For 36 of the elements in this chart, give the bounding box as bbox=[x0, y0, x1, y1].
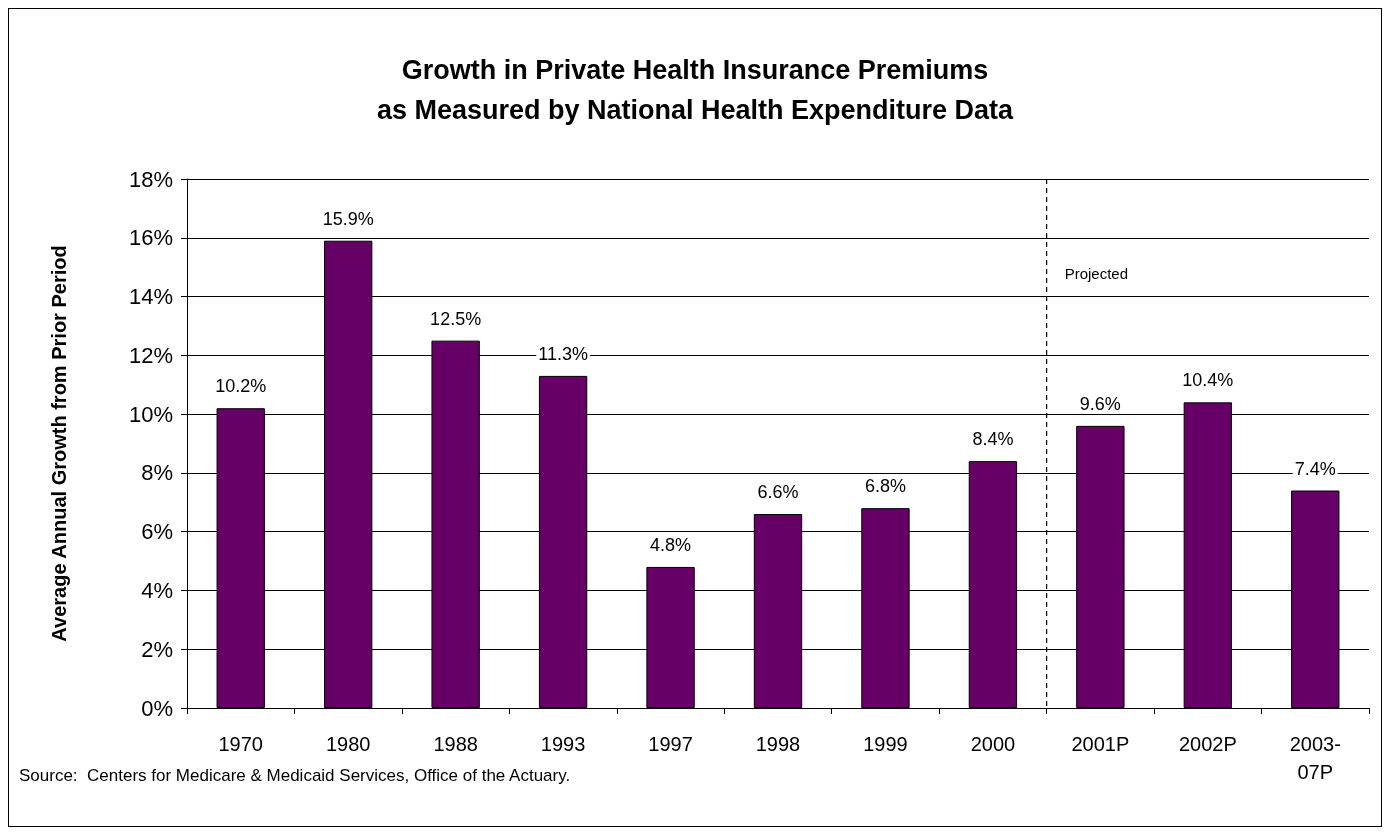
y-tick-label: 4% bbox=[141, 577, 173, 603]
data-label: 11.3% bbox=[538, 343, 588, 364]
x-tick-label: 1970 bbox=[218, 733, 263, 755]
data-label: 4.8% bbox=[650, 534, 692, 555]
x-tick-label: 1999 bbox=[863, 733, 908, 755]
x-tick-label: 2003-07P bbox=[1289, 733, 1341, 783]
data-label: 10.2% bbox=[215, 376, 267, 397]
data-label: 15.9% bbox=[322, 208, 374, 229]
data-label: 6.6% bbox=[757, 482, 799, 503]
x-tick-label: 1998 bbox=[755, 733, 801, 755]
x-tick-label: 2001P bbox=[1071, 733, 1130, 755]
ref-line-label: Projected bbox=[1064, 265, 1129, 283]
x-tick-label: 1997 bbox=[648, 733, 693, 755]
data-label: 10.4% bbox=[1182, 370, 1234, 391]
y-tick-label: 0% bbox=[141, 695, 173, 721]
source-note: Source: Centers for Medicare & Medicaid Services, Office of the Actuary. bbox=[19, 766, 571, 785]
y-tick-label: 18% bbox=[128, 166, 173, 192]
y-axis-title: Average Annual Growth from Prior Period bbox=[48, 245, 70, 642]
y-tick-label: 6% bbox=[141, 519, 173, 545]
x-tick-label: 1988 bbox=[433, 733, 478, 755]
x-tick-label: 2000 bbox=[970, 733, 1016, 755]
y-tick-label: 2% bbox=[141, 636, 173, 662]
x-tick-label: 2002P bbox=[1178, 733, 1237, 755]
x-tick-label: 1993 bbox=[540, 733, 586, 755]
y-tick-label: 16% bbox=[128, 225, 173, 251]
data-label: 9.6% bbox=[1079, 393, 1121, 414]
chart-title: Growth in Private Health Insurance Premiums as Measured by National Health Expenditure Data bbox=[376, 55, 1015, 125]
x-tick-label: 1980 bbox=[325, 733, 371, 755]
y-tick-label: 14% bbox=[128, 284, 173, 310]
data-label: 8.4% bbox=[972, 429, 1014, 450]
y-tick-label: 12% bbox=[128, 342, 173, 368]
data-label: 12.5% bbox=[430, 308, 482, 329]
data-label: 7.4% bbox=[1294, 458, 1336, 479]
data-label: 6.8% bbox=[864, 476, 906, 497]
y-tick-label: 10% bbox=[128, 401, 173, 427]
y-tick-label: 8% bbox=[141, 460, 173, 486]
